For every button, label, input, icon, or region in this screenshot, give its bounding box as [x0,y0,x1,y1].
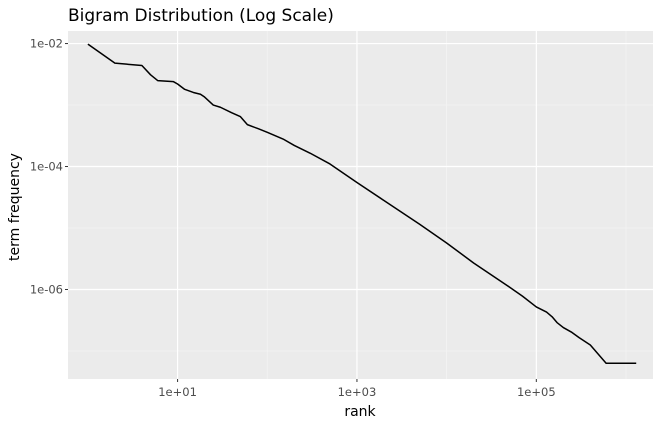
y-tick-label: 1e-04 [30,160,63,174]
y-tick-label: 1e-02 [30,37,63,51]
y-tick-label: 1e-06 [30,282,63,296]
series-line [87,43,637,365]
x-tick-label: 1e+01 [158,385,197,399]
major-grid [68,31,653,379]
y-axis-ticks: 1e-02 1e-04 1e-06 [30,37,68,296]
x-axis-ticks: 1e+01 1e+03 1e+05 [158,379,556,399]
chart-title: Bigram Distribution (Log Scale) [68,6,334,26]
plot-panel [68,31,653,379]
x-tick-label: 1e+05 [517,385,556,399]
x-axis-title: rank [344,404,376,420]
y-axis-title: term frequency [7,153,23,261]
x-tick-label: 1e+03 [338,385,377,399]
minor-grid [68,31,653,379]
